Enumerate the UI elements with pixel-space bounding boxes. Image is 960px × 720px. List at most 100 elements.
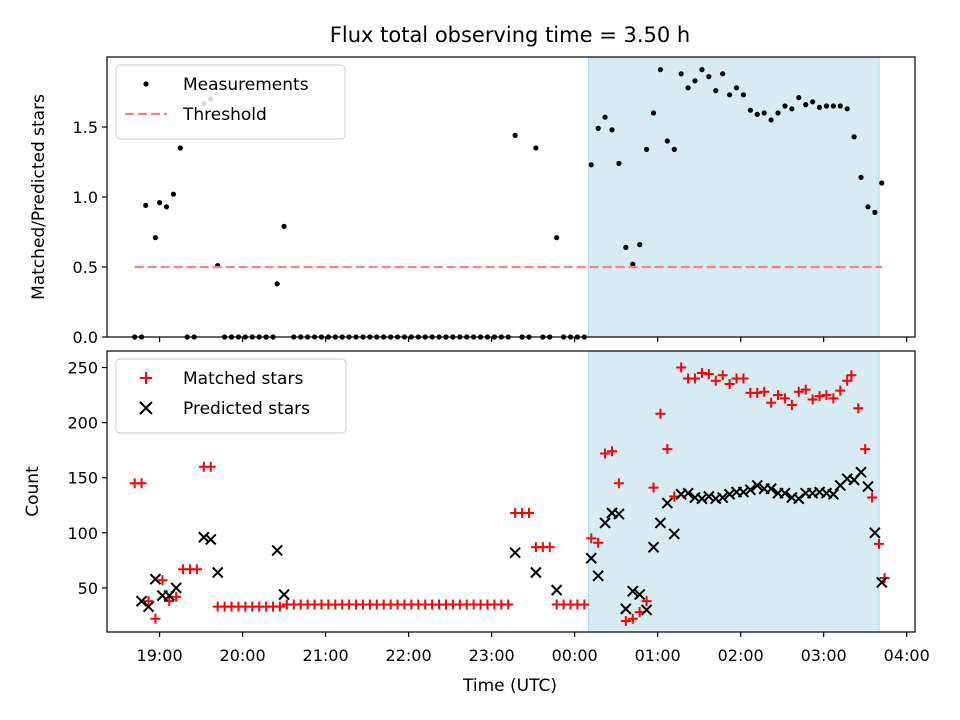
predicted-star-point <box>744 484 757 496</box>
matched-star-point <box>793 386 804 397</box>
measurement-point <box>810 99 816 105</box>
measurement-point <box>685 85 691 91</box>
predicted-star-point <box>142 600 155 613</box>
y-tick-label: 150 <box>67 469 98 488</box>
predicted-star-point <box>696 492 708 505</box>
measurement-point <box>823 103 830 109</box>
x-axis-label: Time (UTC) <box>462 676 557 696</box>
legend-predicted-marker <box>139 401 153 415</box>
matched-star-point <box>613 478 624 489</box>
matched-star-point <box>655 408 666 419</box>
measurement-point <box>713 88 719 94</box>
matched-star-point <box>860 444 871 455</box>
measurement-point <box>152 235 159 241</box>
legend: Matched stars Predicted stars <box>115 358 347 434</box>
predicted-star-point <box>765 483 777 495</box>
matched-star-point <box>846 370 857 381</box>
legend-label: Matched stars <box>183 369 303 389</box>
matched-star-point <box>766 397 777 408</box>
predicted-star-point <box>640 604 653 616</box>
matched-star-point <box>274 601 285 612</box>
predicted-star-point <box>599 517 611 529</box>
matched-star-point <box>503 599 514 610</box>
measurement-point <box>692 78 698 84</box>
matched-star-point <box>814 391 825 402</box>
measurement-point <box>768 117 774 123</box>
predicted-star-point <box>170 582 182 594</box>
legend-measurement-marker <box>143 81 149 87</box>
matched-star-point <box>710 375 721 386</box>
measurement-point <box>789 106 795 112</box>
matched-star-point <box>164 596 175 607</box>
predicted-star-point <box>509 546 521 559</box>
measurement-point <box>533 145 539 151</box>
matched-star-point <box>696 368 707 379</box>
measurement-point <box>554 235 560 241</box>
measurement-point <box>782 103 788 109</box>
chart-title: Flux total observing time = 3.50 h <box>330 23 690 47</box>
measurement-point <box>637 242 643 248</box>
predicted-star-point <box>862 480 874 493</box>
y-tick-label: 0.0 <box>73 328 98 347</box>
legend-box <box>115 358 347 434</box>
y-tick-label: 250 <box>67 359 98 378</box>
x-tick-label: 20:00 <box>220 646 266 665</box>
matched-star-point <box>879 573 890 584</box>
x-tick-label: 00:00 <box>552 646 598 665</box>
matched-star-point <box>867 492 878 503</box>
predicted-star-point <box>627 585 639 597</box>
bottom-panel: 50 100 150 200 250 19:00 20:00 21:00 22:00 23:00 0… <box>23 350 930 665</box>
predicted-star-point <box>876 576 888 589</box>
predicted-star-point <box>271 544 283 557</box>
matched-star-point <box>544 542 555 553</box>
matched-star-point <box>703 369 714 380</box>
y-tick-label: 100 <box>67 524 98 543</box>
matched-star-point <box>835 385 846 396</box>
matched-star-point <box>690 373 701 384</box>
measurement-point <box>699 67 705 73</box>
matched-star-point <box>759 386 770 397</box>
measurement-point <box>678 71 684 77</box>
matched-star-point <box>593 537 604 548</box>
y-tick-label: 1.0 <box>73 188 98 207</box>
legend-label: Measurements <box>183 75 309 95</box>
legend: Measurements Threshold <box>115 64 346 140</box>
predicted-star-point <box>751 479 763 492</box>
y-tick-label: 200 <box>67 414 98 433</box>
measurement-point <box>879 180 885 186</box>
measurement-point <box>816 104 823 110</box>
predicted-star-point <box>661 497 674 509</box>
x-tick-label: 23:00 <box>469 646 515 665</box>
measurement-point <box>156 200 163 206</box>
predicted-star-point <box>585 552 597 564</box>
predicted-star-point <box>530 566 542 579</box>
predicted-star-point <box>779 487 791 499</box>
matched-star-point <box>191 564 202 575</box>
matched-star-point <box>676 362 687 373</box>
matched-star-point <box>136 478 147 489</box>
matched-star-point <box>143 596 154 607</box>
measurement-point <box>761 110 767 116</box>
predicted-star-point <box>592 570 604 582</box>
matched-star-point <box>828 393 839 404</box>
matched-star-point <box>600 448 611 459</box>
measurement-point <box>733 85 740 91</box>
matched-star-point <box>874 538 885 549</box>
legend-box <box>115 64 346 140</box>
x-tick-label: 01:00 <box>635 646 681 665</box>
measurement-point <box>643 146 650 152</box>
y-tick-label: 0.5 <box>73 258 98 277</box>
measurement-point <box>281 223 287 229</box>
x-tick-label: 21:00 <box>303 646 349 665</box>
matched-star-point <box>662 444 673 455</box>
x-tick-label: 19:00 <box>137 646 183 665</box>
matched-star-point <box>620 615 631 626</box>
matched-star-point <box>786 399 797 410</box>
predicted-star-point <box>737 486 750 498</box>
predicted-star-point <box>620 603 632 615</box>
matched-star-point <box>821 390 832 401</box>
predicted-star-point <box>278 588 290 601</box>
predicted-star-point <box>647 541 660 553</box>
measurement-point <box>177 145 183 151</box>
observing-window-shade <box>587 56 880 338</box>
